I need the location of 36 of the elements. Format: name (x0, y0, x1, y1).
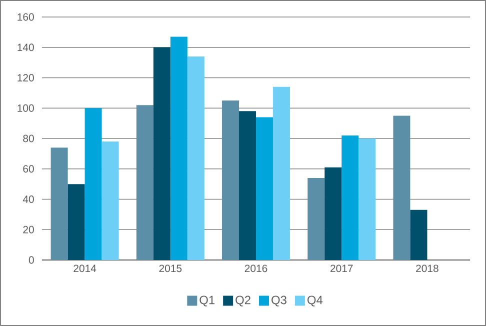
bar (222, 100, 240, 260)
bar (324, 167, 342, 260)
y-tick-label: 0 (28, 256, 34, 264)
bar (187, 56, 204, 260)
x-tick-label: 2014 (74, 264, 96, 272)
bar (358, 138, 376, 260)
y-tick-label: 100 (18, 104, 34, 112)
y-tick-label: 120 (18, 74, 34, 82)
y-tick-label: 80 (23, 134, 34, 142)
y-tick-label: 40 (22, 196, 34, 203)
legend-label: Q3 (272, 296, 286, 306)
y-tick-label: 60 (23, 165, 34, 173)
x-tick-label: 2018 (416, 264, 438, 272)
legend-label: Q2 (236, 296, 250, 306)
legend-label: Q1 (200, 296, 214, 306)
bar (170, 36, 188, 260)
bar (273, 86, 290, 260)
y-tick-label: 140 (18, 44, 34, 52)
bar (68, 184, 85, 260)
bar (256, 117, 274, 260)
bar (50, 148, 68, 260)
bar (153, 47, 170, 260)
bar (342, 135, 359, 260)
bar (136, 105, 154, 260)
x-tick-label: 2015 (159, 264, 182, 272)
x-tick-label: 2017 (330, 264, 353, 272)
bar (84, 108, 102, 260)
bar (102, 142, 119, 260)
bar (393, 116, 410, 260)
x-tick-label: 2016 (244, 264, 268, 272)
y-tick-label: 160 (18, 13, 34, 21)
bar (410, 210, 428, 260)
bar (308, 178, 325, 260)
bar (239, 111, 256, 260)
legend-label: Q4 (307, 296, 323, 306)
y-tick-label: 20 (23, 226, 34, 234)
